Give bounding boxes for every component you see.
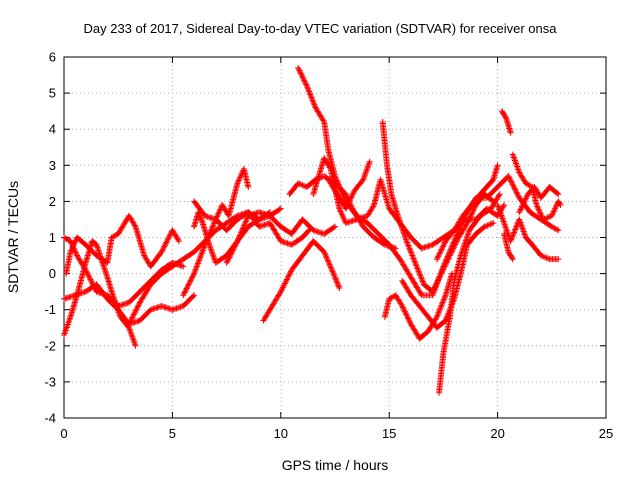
series-track-15 [379,118,497,295]
data-point-markers [509,151,564,223]
x-axis: 0 5 10 15 20 25 [60,57,613,441]
data-point-markers [494,202,562,263]
series-track-14 [325,158,373,212]
y-axis-label: SDTVAR / TECUs [5,181,21,293]
y-tick-label: 2 [49,194,56,209]
series-track-23 [501,230,516,263]
y-tick-label: -2 [44,338,56,353]
data-point-markers [63,212,182,277]
x-tick-label: 0 [60,426,67,441]
y-tick-label: 1 [49,230,56,245]
y-tick-label: -1 [44,302,56,317]
data-point-markers [260,238,343,324]
series-track-20 [498,108,514,136]
series-track-10 [260,238,343,324]
series-track-18 [436,191,503,396]
series-track-21 [509,151,564,223]
x-tick-label: 15 [382,426,396,441]
y-tick-label: 6 [49,50,56,65]
x-tick-label: 10 [274,426,288,441]
grid [64,57,606,418]
series-track-22 [494,202,562,263]
series-track-19 [433,162,501,263]
data-point-markers [516,183,562,216]
y-axis: -4 -3 -2 -1 0 1 2 3 4 5 6 [44,50,606,426]
x-tick-label: 25 [599,426,613,441]
data-point-markers [436,191,503,396]
series-track-4 [63,212,182,277]
data-point-markers [379,118,497,295]
y-tick-label: -3 [44,374,56,389]
data-point-markers [433,162,501,263]
data-point-markers [498,108,514,136]
series-track-16 [381,270,456,342]
y-tick-label: 5 [49,86,56,101]
data-point-markers [223,205,284,266]
y-tick-label: -4 [44,411,56,426]
x-tick-label: 5 [169,426,176,441]
data-point-markers [381,270,456,342]
data-points [61,64,564,396]
x-tick-label: 20 [490,426,504,441]
x-axis-label: GPS time / hours [282,457,389,473]
series-track-9 [223,205,284,266]
series-track-24 [516,183,562,216]
y-tick-label: 0 [49,266,56,281]
data-point-markers [191,198,312,248]
chart-title: Day 233 of 2017, Sidereal Day-to-day VTE… [83,21,557,36]
y-tick-label: 4 [49,122,56,137]
data-point-markers [325,158,373,212]
y-tick-label: 3 [49,158,56,173]
series-track-8 [191,198,312,248]
data-point-markers [501,230,516,263]
